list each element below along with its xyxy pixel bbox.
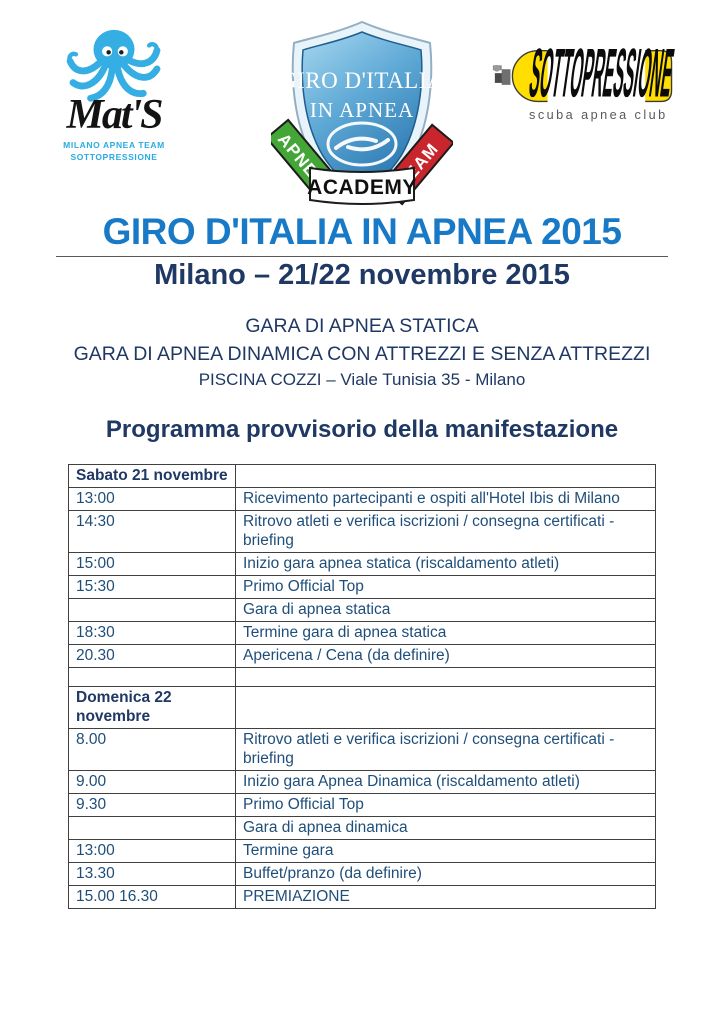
program-time-cell: 20.30 (68, 644, 236, 669)
program-time-cell: 13:00 (68, 839, 236, 864)
program-table-row: 15.00 16.30 PREMIAZIONE (68, 885, 656, 910)
program-time-cell (68, 667, 236, 688)
mats-caption: MILANO APNEA TEAM SOTTOPRESSIONE (34, 139, 194, 164)
program-table: Sabato 21 novembre 13:00 Ricevimento parte… (68, 464, 656, 910)
program-time-cell: 15:00 (68, 552, 236, 577)
program-description-cell: Ritrovo atleti e verifica iscrizioni / c… (235, 510, 656, 554)
program-description-cell: Primo Official Top (235, 575, 656, 600)
event-description: GARA DI APNEA STATICA GARA DI APNEA DINA… (0, 312, 724, 392)
program-time-cell: Sabato 21 novembre (68, 464, 236, 489)
program-table-row: 8.00 Ritrovo atleti e verifica iscrizioni… (68, 728, 656, 772)
program-description-cell: Gara di apnea statica (235, 598, 656, 623)
program-description-cell: Buffet/pranzo (da definire) (235, 862, 656, 887)
program-table-row: Sabato 21 novembre (68, 464, 656, 489)
program-table-row: 15:00 Inizio gara apnea statica (riscalda… (68, 552, 656, 577)
program-description-cell (235, 667, 656, 688)
program-time-cell: 18:30 (68, 621, 236, 646)
event-line-statica: GARA DI APNEA STATICA (245, 315, 479, 338)
program-table-body: Sabato 21 novembre 13:00 Ricevimento parte… (68, 464, 656, 910)
sottopressione-caption: scuba apnea club (529, 108, 668, 122)
program-table-row: 13.30 Buffet/pranzo (da definire) (68, 862, 656, 887)
title-divider (56, 255, 668, 257)
page-title: GIRO D'ITALIA IN APNEA 2015 (102, 211, 622, 252)
program-time-cell: Domenica 22 novembre (68, 686, 236, 730)
program-description-cell: Termine gara di apnea statica (235, 621, 656, 646)
header-logos: Mat'S MILANO APNEA TEAM SOTTOPRESSIONE (0, 0, 724, 212)
program-time-cell (68, 598, 236, 623)
scuba-tank-icon: SOTTOPRESSIONE scuba apnea club (492, 34, 678, 122)
program-table-row: Gara di apnea statica (68, 598, 656, 623)
program-time-cell: 13.30 (68, 862, 236, 887)
program-table-row: 14:30 Ritrovo atleti e verifica iscrizion… (68, 510, 656, 554)
mats-caption-line1: MILANO APNEA TEAM (63, 139, 165, 150)
program-time-cell: 9.00 (68, 770, 236, 795)
program-description-cell: Gara di apnea dinamica (235, 816, 656, 841)
program-description-cell: Primo Official Top (235, 793, 656, 818)
program-time-cell: 15:30 (68, 575, 236, 600)
event-line-dinamica: GARA DI APNEA DINAMICA CON ATTREZZI E SE… (73, 343, 651, 366)
program-description-cell (235, 686, 656, 730)
program-table-row: 20.30 Apericena / Cena (da definire) (68, 644, 656, 669)
program-table-row: 13:00 Ricevimento partecipanti e ospiti a… (68, 487, 656, 512)
program-time-cell: 9.30 (68, 793, 236, 818)
mats-logo: Mat'S MILANO APNEA TEAM SOTTOPRESSIONE (34, 24, 194, 163)
shield-title-line2: IN APNEA (310, 98, 414, 122)
event-date-subtitle: Milano – 21/22 novembre 2015 (154, 258, 570, 291)
program-table-row: Domenica 22 novembre (68, 686, 656, 730)
program-description-cell: Inizio gara Apnea Dinamica (riscaldament… (235, 770, 656, 795)
program-heading: Programma provvisorio della manifestazio… (105, 416, 619, 444)
mats-wordmark: Mat'S (66, 92, 163, 138)
octopus-icon (66, 29, 161, 102)
program-table-row: 18:30 Termine gara di apnea statica (68, 621, 656, 646)
program-time-cell (68, 816, 236, 841)
program-time-cell: 13:00 (68, 487, 236, 512)
program-description-cell: Termine gara (235, 839, 656, 864)
program-description-cell: Ricevimento partecipanti e ospiti all'Ho… (235, 487, 656, 512)
program-table-row: Gara di apnea dinamica (68, 816, 656, 841)
program-description-cell: Apericena / Cena (da definire) (235, 644, 656, 669)
program-description-cell: PREMIAZIONE (235, 885, 656, 910)
program-table-row: 9.00 Inizio gara Apnea Dinamica (riscalda… (68, 770, 656, 795)
shield-title-line1: GIRO D'ITALIA (280, 68, 444, 93)
program-time-cell: 14:30 (68, 510, 236, 554)
program-table-row: 15:30 Primo Official Top (68, 575, 656, 600)
shield-logo: GIRO D'ITALIA IN APNEA APNEA TEAM (265, 20, 455, 217)
program-description-cell: Inizio gara apnea statica (riscaldamento… (235, 552, 656, 577)
program-time-cell: 8.00 (68, 728, 236, 772)
event-venue: PISCINA COZZI – Viale Tunisia 35 - Milan… (198, 370, 526, 390)
program-table-row: 13:00 Termine gara (68, 839, 656, 864)
sottopressione-wordmark: SOTTOPRESSIONE (525, 34, 678, 112)
program-description-cell: Ritrovo atleti e verifica iscrizioni / c… (235, 728, 656, 772)
ribbon-academy-label: ACADEMY (307, 176, 417, 199)
mats-caption-line2: SOTTOPRESSIONE (70, 152, 158, 163)
shield-emblem-icon: GIRO D'ITALIA IN APNEA APNEA TEAM (265, 20, 455, 206)
program-time-cell: 15.00 16.30 (68, 885, 236, 910)
program-description-cell (235, 464, 656, 489)
sottopressione-logo: SOTTOPRESSIONE scuba apnea club (489, 34, 694, 129)
program-table-row: 9.30 Primo Official Top (68, 793, 656, 818)
program-spacer-row (68, 667, 656, 688)
